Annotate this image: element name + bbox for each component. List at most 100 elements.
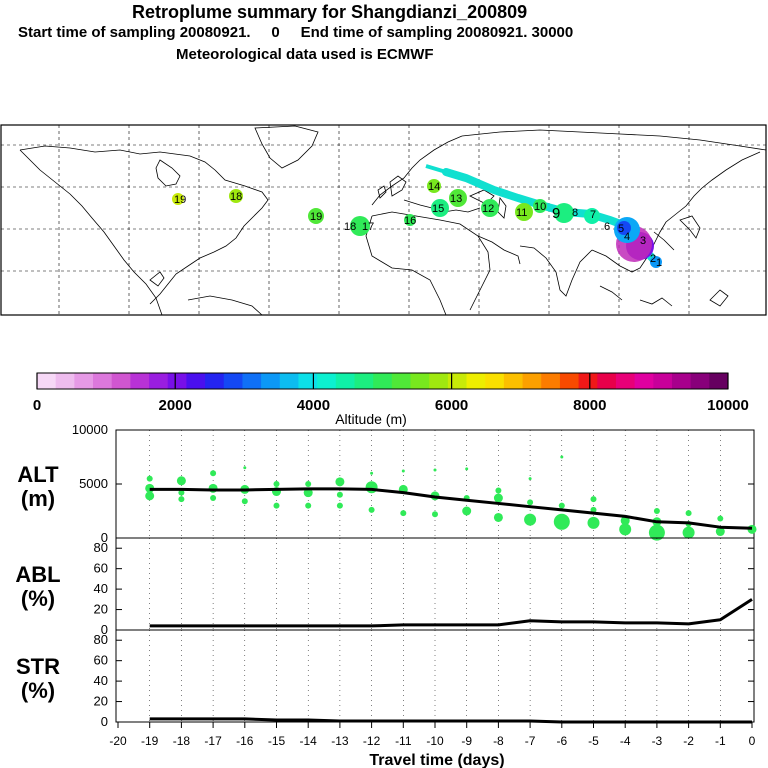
altitude-cluster-dot xyxy=(305,481,312,487)
colorbar-cell xyxy=(653,373,673,389)
colorbar-cell xyxy=(279,373,299,389)
map-label: 4 xyxy=(624,231,630,243)
altitude-cluster-dot xyxy=(370,471,374,475)
altitude-cluster-dot xyxy=(305,502,312,509)
x-tick-label: -14 xyxy=(300,734,318,748)
colorbar-cell xyxy=(709,373,729,389)
colorbar-cell xyxy=(485,373,505,389)
map-label: 18 xyxy=(230,191,242,203)
altitude-cluster-dot xyxy=(717,515,724,522)
panel-unit: (%) xyxy=(21,678,55,703)
plume-blob-8 xyxy=(533,199,547,213)
map-label: 13 xyxy=(450,193,462,205)
y-tick-label: 5000 xyxy=(79,476,108,491)
colorbar-tick-label: 0 xyxy=(33,397,41,414)
x-tick-label: -2 xyxy=(683,734,694,748)
y-tick-label: 80 xyxy=(94,632,108,647)
altitude-cluster-dot xyxy=(620,516,630,526)
x-tick-label: -6 xyxy=(556,734,567,748)
colorbar-cell xyxy=(335,373,355,389)
plume-blob-10 xyxy=(481,199,499,217)
altitude-cluster-dot xyxy=(145,491,155,501)
panel-title: ALT xyxy=(17,462,59,487)
altitude-cluster-dot xyxy=(178,496,185,503)
colorbar-tick-label: 6000 xyxy=(435,397,468,414)
altitude-cluster-dot xyxy=(493,493,503,503)
altitude-cluster-dot xyxy=(241,498,248,505)
colorbar-cell xyxy=(223,373,243,389)
colorbar-cell xyxy=(615,373,636,389)
altitude-cluster-dot xyxy=(553,513,570,530)
y-tick-label: 10000 xyxy=(72,422,108,437)
plume-blob-15 xyxy=(350,216,370,236)
map-day-labels: 19 18 19 18 17 16 15 14 13 12 11 10 9 8 … xyxy=(174,181,662,269)
map-label: 14 xyxy=(428,181,440,193)
altitude-cluster-dot xyxy=(682,526,695,539)
y-tick-label: 20 xyxy=(94,694,108,709)
altitude-cluster-dot xyxy=(146,475,153,482)
x-tick-label: -15 xyxy=(268,734,286,748)
altitude-cluster-dot xyxy=(335,477,345,487)
altitude-cluster-dot xyxy=(208,483,218,493)
y-tick-label: 60 xyxy=(94,653,108,668)
colorbar-cell xyxy=(578,373,598,389)
colorbar-cell xyxy=(55,373,75,389)
x-tick-label: -18 xyxy=(173,734,191,748)
colorbar-cell xyxy=(186,373,206,389)
altitude-cluster-dot xyxy=(336,491,343,498)
x-tick-label: -3 xyxy=(652,734,663,748)
altitude-cluster-dot xyxy=(336,502,343,509)
altitude-cluster-dot xyxy=(465,467,469,471)
x-tick-label: -20 xyxy=(109,734,127,748)
y-tick-label: 0 xyxy=(101,530,108,545)
colorbar-cell xyxy=(634,373,654,389)
altitude-cluster-dot xyxy=(273,481,280,487)
map-label: 10 xyxy=(534,201,546,213)
x-tick-label: -16 xyxy=(236,734,254,748)
meteo-data-label: Meteorological data used is ECMWF xyxy=(176,46,434,63)
colorbar-cell xyxy=(466,373,486,389)
colorbar-cell xyxy=(354,373,374,389)
colorbar-cell xyxy=(74,373,94,389)
map-label: 3 xyxy=(640,235,646,247)
altitude-cluster-dot xyxy=(619,523,632,536)
x-tick-label: -10 xyxy=(426,734,444,748)
altitude-cluster-dot xyxy=(560,455,564,459)
plume-blob-4 xyxy=(617,221,631,235)
y-tick-label: 40 xyxy=(94,673,108,688)
map-label: 12 xyxy=(482,203,494,215)
altitude-cluster-dot xyxy=(365,481,378,494)
colorbar-cell xyxy=(205,373,225,389)
map-label: 16 xyxy=(404,215,416,227)
plume-blob-13 xyxy=(427,179,441,193)
map-label: 1 xyxy=(656,257,662,269)
altitude-cluster-dot xyxy=(590,496,597,503)
x-tick-label: -7 xyxy=(525,734,536,748)
x-tick-label: 0 xyxy=(749,734,756,748)
altitude-cluster-dot xyxy=(528,477,532,481)
plume-blob-14 xyxy=(404,214,416,226)
altitude-cluster-dot xyxy=(527,499,534,506)
x-tick-label: -1 xyxy=(715,734,726,748)
altitude-cluster-dot xyxy=(368,506,375,513)
colorbar-cell xyxy=(261,373,281,389)
colorbar-tick-label: 10000 xyxy=(707,397,749,414)
altitude-cluster-dot xyxy=(176,476,186,486)
map-label: 15 xyxy=(432,203,444,215)
map-label: 19 xyxy=(310,211,322,223)
series-line xyxy=(149,598,753,628)
colorbar-tick-label: 2000 xyxy=(159,397,192,414)
colorbar-cell xyxy=(111,373,131,389)
map-label: 9 xyxy=(552,205,560,222)
y-tick-label: 0 xyxy=(101,714,108,729)
panel-unit: (%) xyxy=(21,586,55,611)
colorbar-cell xyxy=(37,373,57,389)
colorbar-tick-label: 8000 xyxy=(573,397,606,414)
x-tick-label: -13 xyxy=(331,734,349,748)
map-label: 17 xyxy=(362,221,374,233)
altitude-cluster-dot xyxy=(433,468,437,472)
map-label: 8 xyxy=(572,207,578,219)
x-tick-label: -19 xyxy=(141,734,159,748)
altitude-cluster-dot xyxy=(587,516,600,529)
